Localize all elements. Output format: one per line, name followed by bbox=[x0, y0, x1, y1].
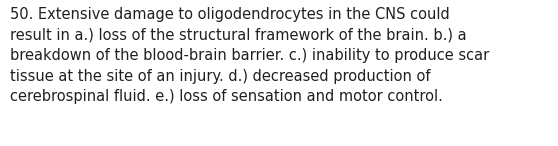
Text: 50. Extensive damage to oligodendrocytes in the CNS could
result in a.) loss of : 50. Extensive damage to oligodendrocytes… bbox=[10, 7, 489, 104]
